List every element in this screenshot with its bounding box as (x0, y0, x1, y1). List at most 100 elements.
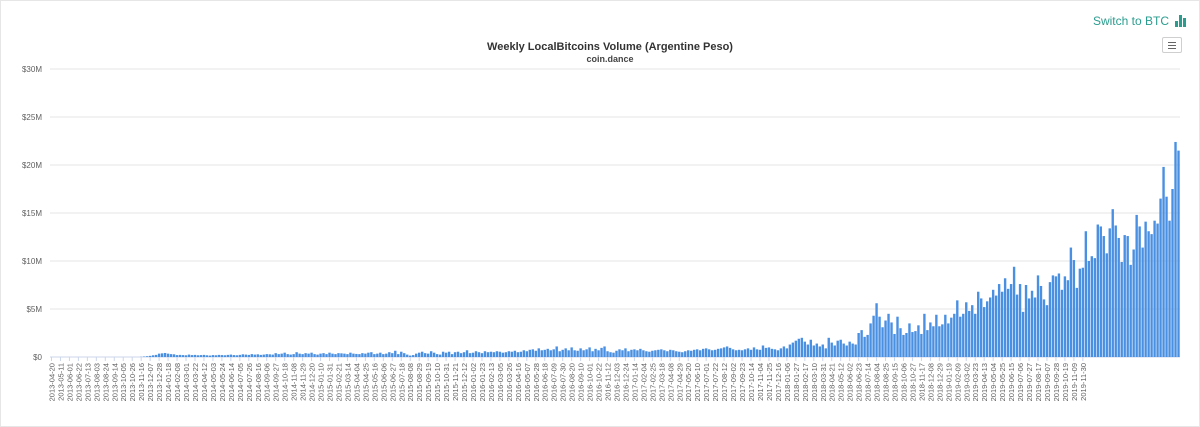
volume-bar[interactable] (525, 351, 529, 357)
volume-bar[interactable] (701, 348, 705, 357)
volume-bar[interactable] (666, 351, 669, 357)
volume-bar[interactable] (788, 344, 792, 357)
volume-bar[interactable] (334, 354, 337, 357)
volume-bar[interactable] (863, 336, 866, 357)
volume-bar[interactable] (576, 350, 579, 357)
volume-bar[interactable] (426, 353, 430, 357)
volume-bar[interactable] (770, 348, 774, 357)
volume-bar[interactable] (223, 355, 227, 357)
volume-bar[interactable] (361, 353, 364, 357)
volume-bar[interactable] (483, 351, 487, 357)
volume-bar[interactable] (785, 348, 789, 357)
volume-bar[interactable] (648, 351, 651, 357)
volume-bar[interactable] (295, 352, 298, 357)
volume-bar[interactable] (274, 353, 277, 357)
volume-bar[interactable] (911, 332, 914, 357)
volume-bar[interactable] (265, 354, 268, 357)
volume-bar[interactable] (1048, 282, 1052, 357)
volume-bar[interactable] (1099, 226, 1102, 357)
volume-bar[interactable] (926, 330, 929, 357)
volume-bar[interactable] (244, 354, 247, 357)
volume-bar[interactable] (573, 350, 576, 357)
volume-bar[interactable] (325, 354, 328, 357)
volume-bar[interactable] (830, 342, 833, 357)
volume-bar[interactable] (782, 346, 786, 357)
volume-bar[interactable] (352, 353, 355, 357)
volume-bar[interactable] (373, 354, 376, 357)
volume-bar[interactable] (597, 350, 600, 357)
volume-bar[interactable] (1069, 247, 1073, 357)
volume-bar[interactable] (983, 307, 986, 357)
volume-bar[interactable] (435, 354, 439, 357)
volume-bar[interactable] (722, 347, 726, 357)
volume-bar[interactable] (271, 354, 274, 357)
volume-bar[interactable] (833, 345, 836, 357)
volume-bar[interactable] (749, 349, 753, 357)
volume-bar[interactable] (824, 348, 827, 357)
volume-bar[interactable] (860, 330, 863, 357)
volume-bar[interactable] (157, 353, 161, 357)
volume-bar[interactable] (355, 353, 358, 357)
volume-bar[interactable] (403, 353, 406, 357)
volume-bar[interactable] (654, 350, 657, 357)
volume-bar[interactable] (145, 356, 149, 357)
volume-bar[interactable] (528, 349, 531, 357)
volume-bar[interactable] (591, 351, 594, 357)
volume-bar[interactable] (495, 351, 499, 357)
volume-bar[interactable] (412, 355, 415, 357)
volume-bar[interactable] (1018, 284, 1022, 357)
volume-bar[interactable] (758, 349, 762, 357)
volume-bar[interactable] (734, 350, 738, 357)
volume-bar[interactable] (1045, 305, 1049, 357)
volume-bar[interactable] (675, 351, 678, 357)
volume-bar[interactable] (719, 348, 723, 357)
volume-bar[interactable] (985, 301, 989, 357)
volume-bar[interactable] (1078, 268, 1082, 357)
volume-bar[interactable] (196, 355, 200, 357)
volume-bar[interactable] (1120, 261, 1123, 357)
volume-bar[interactable] (1024, 285, 1028, 357)
volume-bar[interactable] (1114, 225, 1117, 357)
volume-bar[interactable] (169, 354, 173, 357)
volume-bar[interactable] (1021, 311, 1025, 357)
volume-bar[interactable] (1153, 220, 1156, 357)
volume-bar[interactable] (1177, 150, 1180, 357)
volume-bar[interactable] (301, 354, 304, 357)
volume-bar[interactable] (752, 347, 756, 357)
volume-bar[interactable] (1108, 228, 1111, 357)
volume-bar[interactable] (549, 350, 552, 357)
volume-bar[interactable] (154, 354, 158, 357)
volume-bar[interactable] (1117, 237, 1120, 357)
volume-bar[interactable] (385, 353, 388, 357)
volume-bar[interactable] (441, 351, 445, 357)
volume-bar[interactable] (678, 351, 681, 357)
volume-bar[interactable] (696, 349, 699, 357)
volume-bar[interactable] (642, 350, 645, 357)
volume-bar[interactable] (367, 352, 370, 357)
volume-bar[interactable] (349, 352, 352, 357)
volume-bar[interactable] (1051, 275, 1055, 357)
volume-bar[interactable] (704, 348, 708, 357)
volume-bar[interactable] (256, 354, 259, 357)
volume-bar[interactable] (905, 333, 908, 357)
volume-bar[interactable] (501, 352, 505, 357)
volume-bar[interactable] (409, 355, 412, 357)
volume-bar[interactable] (202, 354, 206, 357)
volume-bar[interactable] (1147, 231, 1150, 357)
volume-bar[interactable] (672, 350, 675, 357)
volume-bar[interactable] (1159, 198, 1162, 357)
volume-bar[interactable] (1027, 298, 1031, 357)
volume-bar[interactable] (429, 351, 433, 357)
volume-bar[interactable] (630, 349, 633, 357)
volume-bar[interactable] (878, 316, 881, 357)
volume-bar[interactable] (540, 350, 543, 357)
volume-bar[interactable] (842, 343, 845, 357)
volume-bar[interactable] (187, 354, 191, 357)
volume-bar[interactable] (881, 327, 884, 357)
volume-bar[interactable] (1096, 224, 1099, 357)
volume-bar[interactable] (1057, 273, 1061, 357)
volume-bar[interactable] (902, 334, 905, 357)
volume-bar[interactable] (636, 350, 639, 357)
volume-bar[interactable] (175, 355, 179, 357)
volume-bar[interactable] (567, 350, 570, 357)
